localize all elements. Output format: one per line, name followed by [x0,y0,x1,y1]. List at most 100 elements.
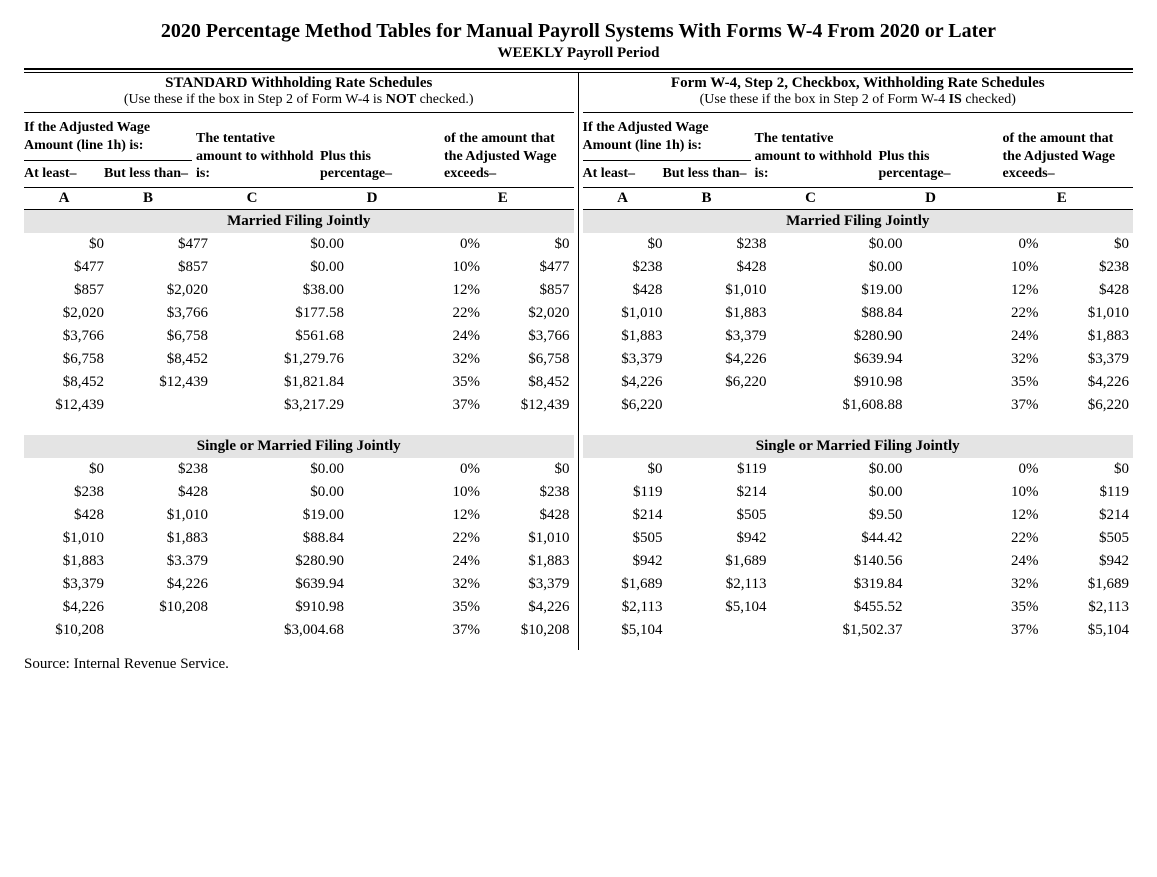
col-letter-e: E [432,190,574,207]
cell-c: $1,279.76 [224,351,360,368]
left-column-letters: A B C D E [24,187,574,210]
cell-c: $910.98 [783,374,919,391]
cell-e: $12,439 [496,397,574,414]
cell-a: $5,104 [583,622,679,639]
cell-e: $10,208 [496,622,574,639]
cell-e: $2,113 [1055,599,1134,616]
cell-b: $428 [679,259,783,276]
table-row: $3,379$4,226$639.9432%$3,379 [583,348,1134,371]
right-sections-container: Married Filing Jointly$0$238$0.000%$0$23… [583,210,1134,650]
cell-e: $2,020 [496,305,574,322]
cell-b: $1,689 [679,553,783,570]
table-row: $1,010$1,883$88.8422%$1,010 [583,302,1134,325]
table-row: $428$1,010$19.0012%$428 [24,504,574,527]
table-row: $477$857$0.0010%$477 [24,256,574,279]
cell-c: $639.94 [224,576,360,593]
cell-a: $1,010 [583,305,679,322]
cell-d: 37% [360,622,496,639]
cell-b: $1,883 [120,530,224,547]
cell-c: $0.00 [224,484,360,501]
section-title-band: Single or Married Filing Jointly [24,435,574,458]
cell-b [120,622,224,639]
cell-e: $0 [1055,461,1134,478]
cell-a: $1,010 [24,530,120,547]
cell-a: $428 [24,507,120,524]
cell-c: $3,217.29 [224,397,360,414]
cell-b: $3,766 [120,305,224,322]
cell-a: $2,113 [583,599,679,616]
cell-a: $238 [583,259,679,276]
col-letter-c: C [192,190,312,207]
cell-d: 32% [360,351,496,368]
cell-a: $119 [583,484,679,501]
cell-d: 35% [919,374,1055,391]
cell-b: $10,208 [120,599,224,616]
cell-d: 35% [360,599,496,616]
cell-e: $0 [496,461,574,478]
cell-c: $140.56 [783,553,919,570]
left-schedule-note: (Use these if the box in Step 2 of Form … [24,92,574,112]
cell-b: $6,220 [679,374,783,391]
cell-c: $561.68 [224,328,360,345]
col-letter-c: C [751,190,871,207]
left-schedule-title: STANDARD Withholding Rate Schedules [24,73,574,92]
cell-b: $1,010 [120,507,224,524]
cell-d: 22% [919,305,1055,322]
cell-b: $3,379 [679,328,783,345]
table-row: $8,452$12,439$1,821.8435%$8,452 [24,371,574,394]
cell-e: $6,758 [496,351,574,368]
cell-d: 32% [919,576,1055,593]
col-letter-b: B [663,190,751,207]
left-hdr-plus-pct: Plus this percentage– [320,148,444,183]
cell-c: $1,608.88 [783,397,919,414]
cell-e: $505 [1055,530,1134,547]
section-gap [583,425,1134,435]
cell-c: $0.00 [783,484,919,501]
cell-a: $505 [583,530,679,547]
section-title-band: Single or Married Filing Jointly [583,435,1134,458]
cell-d: 35% [360,374,496,391]
table-row: $238$428$0.0010%$238 [24,481,574,504]
table-row: $2,113$5,104$455.5235%$2,113 [583,596,1134,619]
cell-b: $214 [679,484,783,501]
section-body: $0$238$0.000%$0$238$428$0.0010%$238$428$… [24,458,574,650]
cell-e: $428 [496,507,574,524]
cell-d: 32% [360,576,496,593]
cell-a: $12,439 [24,397,120,414]
two-column-layout: STANDARD Withholding Rate Schedules (Use… [24,73,1133,650]
right-hdr-wage-intro-text: If the Adjusted Wage Amount (line 1h) is… [583,119,751,161]
col-letter-d: D [312,190,432,207]
right-hdr-but-less: But less than– [663,165,751,183]
cell-b: $5,104 [679,599,783,616]
right-hdr-tentative: The tentative amount to withhold is: [755,130,879,183]
col-letter-a: A [24,190,104,207]
left-hdr-but-less: But less than– [104,165,192,183]
cell-a: $942 [583,553,679,570]
col-letter-b: B [104,190,192,207]
right-header-row: If the Adjusted Wage Amount (line 1h) is… [583,112,1134,187]
cell-d: 22% [919,530,1055,547]
cell-d: 12% [919,282,1055,299]
cell-d: 12% [360,507,496,524]
cell-e: $477 [496,259,574,276]
cell-e: $119 [1055,484,1134,501]
cell-e: $3,766 [496,328,574,345]
cell-b: $238 [120,461,224,478]
cell-c: $9.50 [783,507,919,524]
section-title-band: Married Filing Jointly [24,210,574,233]
rule-heavy [24,68,1133,70]
cell-b: $3.379 [120,553,224,570]
cell-b: $2,113 [679,576,783,593]
cell-e: $1,883 [496,553,574,570]
cell-d: 0% [919,236,1055,253]
cell-a: $6,220 [583,397,679,414]
cell-a: $10,208 [24,622,120,639]
table-row: $428$1,010$19.0012%$428 [583,279,1134,302]
cell-e: $1,010 [496,530,574,547]
table-row: $0$477$0.000%$0 [24,233,574,256]
cell-c: $0.00 [224,259,360,276]
cell-e: $6,220 [1055,397,1134,414]
cell-c: $1,821.84 [224,374,360,391]
cell-c: $0.00 [783,461,919,478]
cell-e: $942 [1055,553,1134,570]
